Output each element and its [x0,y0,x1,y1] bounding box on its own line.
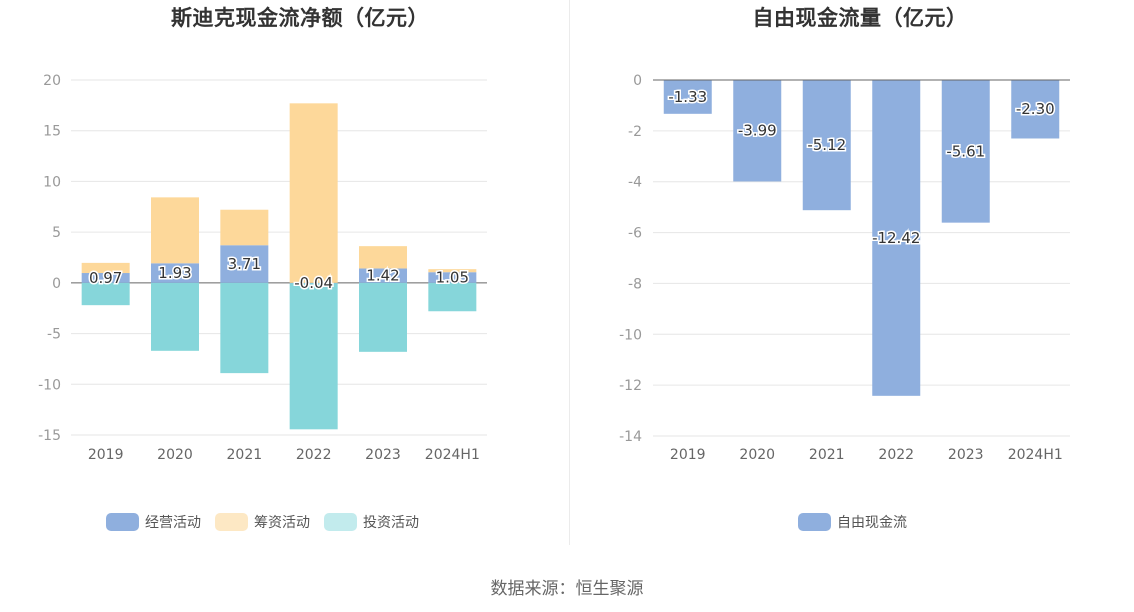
chart2-y-tick-label: -12 [619,378,642,394]
chart1-legend: 经营活动 筹资活动 投资活动 [106,512,419,532]
legend-swatch-operating [106,513,139,531]
chart2-x-tick-label: 2020 [739,447,775,463]
legend-item-financing[interactable]: 筹资活动 [215,512,310,532]
chart2-x-tick-label: 2021 [809,447,845,463]
chart1-bar-operating [359,268,407,283]
chart2-legend: 自由现金流 [798,512,907,532]
chart2-y-tick-label: -2 [628,124,642,140]
legend-item-investing[interactable]: 投资活动 [324,512,419,532]
chart1-bar-investing [289,283,338,430]
chart2-bar-free-cashflow [872,80,921,396]
legend-label-operating: 经营活动 [145,515,201,531]
legend-swatch-investing [324,513,357,531]
chart2-bar-free-cashflow [733,80,782,182]
chart1-y-tick-label: 0 [52,276,61,292]
chart2-data-label: -5.12 [807,136,846,154]
chart1-bar-investing [151,282,199,351]
chart1-bar-operating [81,273,130,283]
legend-label-investing: 投资活动 [363,515,419,531]
chart2-bar-free-cashflow [802,80,851,211]
chart2-y-tick-label: -8 [628,276,642,292]
chart1-data-label: 1.05 [436,269,469,287]
chart2-data-label: -1.33 [668,88,707,106]
chart2-data-label: -5.61 [946,142,985,160]
chart1-bar-financing [359,246,407,269]
chart2-y-tick-label: -6 [628,226,642,242]
chart2-bar-free-cashflow [1011,80,1060,139]
chart1-bar-operating [151,263,199,283]
legend-item-free-cashflow[interactable]: 自由现金流 [798,512,907,532]
chart1-data-label: 1.42 [366,267,399,285]
chart1-y-tick-label: -15 [38,428,61,444]
chart1-x-tick-label: 2020 [157,447,193,463]
chart2-data-label: -3.99 [738,122,777,140]
chart1-bar-operating [220,245,269,283]
chart-divider [569,0,570,545]
chart1-bar-investing [81,282,130,306]
chart1-bar-financing [81,262,130,274]
chart1-data-label: 1.93 [158,264,191,282]
chart2-x-tick-label: 2023 [948,447,984,463]
chart1-y-tick-label: 5 [52,225,61,241]
legend-item-operating[interactable]: 经营活动 [106,512,201,532]
chart2-y-tick-label: 0 [633,73,642,89]
chart2-x-tick-label: 2022 [878,447,914,463]
chart1-y-tick-label: 15 [43,124,61,140]
chart1-x-tick-label: 2023 [365,447,401,463]
chart1-bar-investing [220,282,269,374]
chart1-bar-financing [220,209,269,246]
chart2-y-tick-label: -10 [619,327,642,343]
chart1-bar-operating [428,272,477,283]
chart2-bar-free-cashflow [663,80,712,114]
chart1-data-label: 3.71 [228,255,261,273]
legend-swatch-free-cashflow [798,513,831,531]
chart2-y-tick-label: -4 [628,175,642,191]
chart2-data-label: -2.30 [1016,100,1055,118]
chart1-bar-investing [359,282,407,352]
chart1-y-tick-label: -5 [47,327,61,343]
legend-label-financing: 筹资活动 [254,515,310,531]
chart1-data-label: 0.97 [89,269,122,287]
chart1-x-tick-label: 2019 [88,447,124,463]
chart2-title: 自由现金流量（亿元） [752,6,968,30]
chart1-bar-investing [428,282,477,312]
chart1-y-tick-label: 20 [43,73,61,89]
chart1-x-tick-label: 2022 [296,447,332,463]
chart1-bar-financing [151,197,199,264]
chart1-title: 斯迪克现金流净额（亿元） [171,6,429,30]
chart1-x-tick-label: 2021 [227,447,263,463]
chart2-y-tick-label: -14 [619,429,642,445]
chart1-data-label: -0.04 [294,274,333,292]
chart1-y-tick-label: 10 [43,174,61,190]
legend-label-free-cashflow: 自由现金流 [837,515,907,531]
chart1-bar-financing [428,269,477,273]
chart2-x-tick-label: 2019 [670,447,706,463]
chart2-data-label: -12.42 [872,229,920,247]
legend-swatch-financing [215,513,248,531]
chart2-bar-free-cashflow [941,80,990,223]
chart2-x-tick-label: 2024H1 [1008,447,1063,463]
chart1-x-tick-label: 2024H1 [425,447,480,463]
data-source-note: 数据来源：恒生聚源 [490,579,644,599]
chart1-bar-financing [289,103,338,283]
chart1-y-tick-label: -10 [38,377,61,393]
